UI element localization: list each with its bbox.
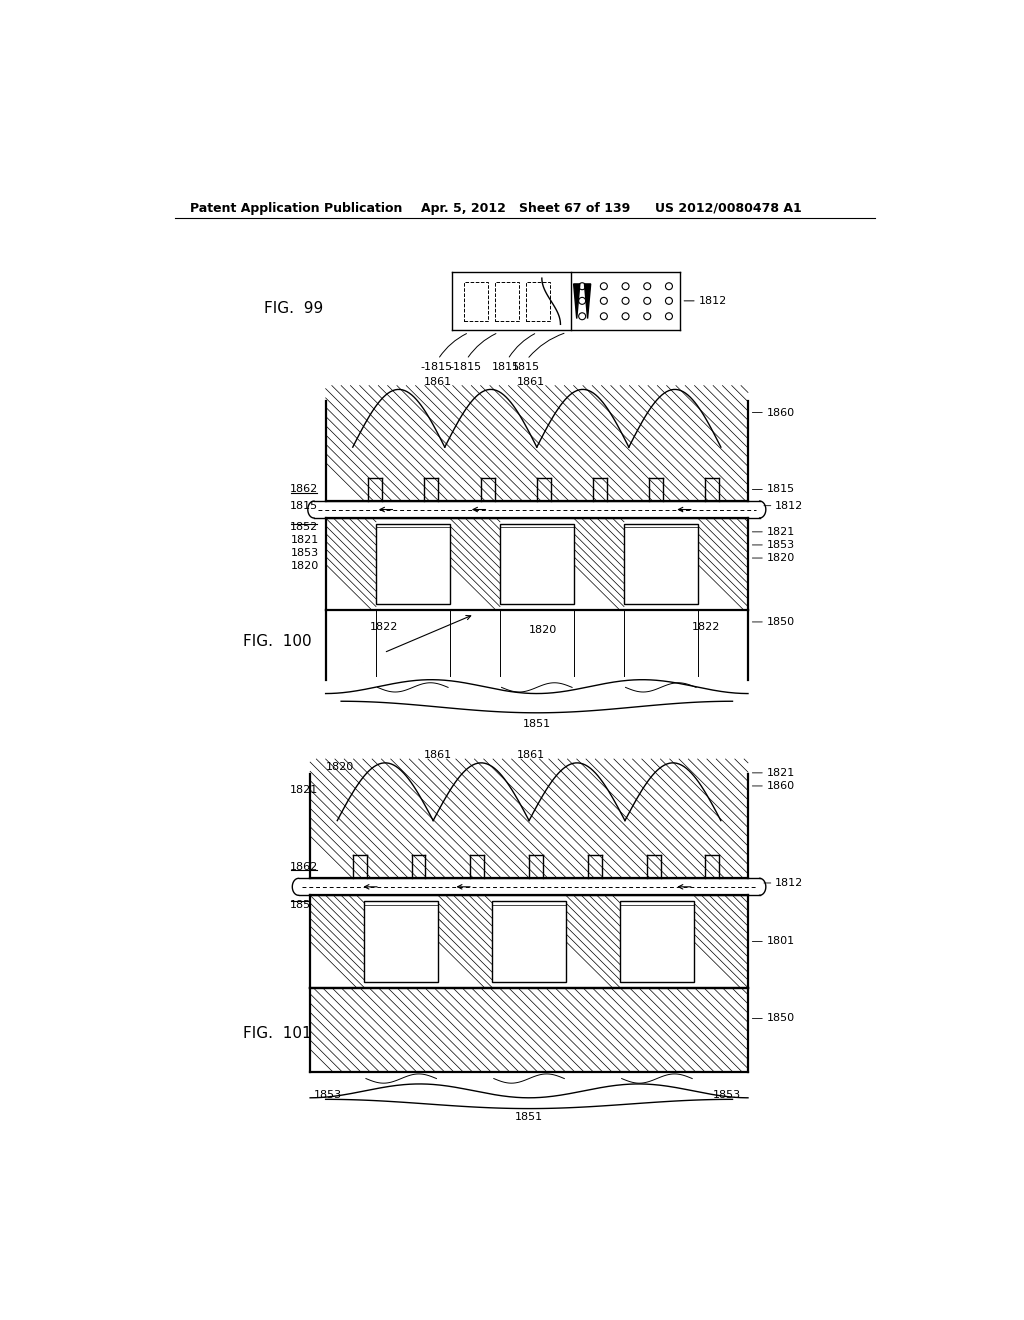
Text: 1820: 1820 <box>767 553 795 564</box>
Text: 1851: 1851 <box>522 719 551 730</box>
Text: 1850: 1850 <box>767 1014 795 1023</box>
Bar <box>438 896 493 987</box>
Text: 1853: 1853 <box>314 1090 342 1101</box>
Bar <box>310 896 365 987</box>
Text: 1821: 1821 <box>290 785 317 795</box>
Text: 1815: 1815 <box>290 500 317 511</box>
Bar <box>573 519 624 610</box>
Bar <box>621 902 693 982</box>
Text: 1821: 1821 <box>767 768 795 777</box>
Text: 1851: 1851 <box>515 1111 543 1122</box>
Text: FIG.  101: FIG. 101 <box>243 1027 311 1041</box>
Text: 1850: 1850 <box>767 616 795 627</box>
Text: 1821: 1821 <box>291 535 319 545</box>
Text: 1862: 1862 <box>290 862 317 871</box>
Text: 1860: 1860 <box>767 408 795 417</box>
Text: 1853: 1853 <box>767 540 795 550</box>
Text: 1861: 1861 <box>424 376 452 387</box>
Bar <box>365 902 438 982</box>
Text: Patent Application Publication: Patent Application Publication <box>190 202 402 215</box>
Text: -1815: -1815 <box>450 362 481 372</box>
Bar <box>311 896 748 987</box>
Text: 1801: 1801 <box>767 936 795 946</box>
Text: 1822: 1822 <box>370 622 398 632</box>
Text: 1852: 1852 <box>290 523 317 532</box>
Text: 1820: 1820 <box>291 561 319 570</box>
Text: 1815: 1815 <box>767 484 795 495</box>
Text: 1821: 1821 <box>767 527 795 537</box>
Text: 1853: 1853 <box>713 1090 741 1101</box>
Bar <box>500 524 573 605</box>
Bar <box>464 281 488 321</box>
Bar <box>493 902 566 982</box>
Bar <box>450 519 500 610</box>
Bar <box>697 519 748 610</box>
Bar <box>376 524 450 605</box>
Polygon shape <box>573 284 580 318</box>
Bar <box>624 524 697 605</box>
Text: 1852: 1852 <box>290 899 317 909</box>
Text: 1815: 1815 <box>512 362 540 372</box>
Bar <box>693 896 748 987</box>
Text: FIG.  99: FIG. 99 <box>263 301 323 315</box>
Text: 1820: 1820 <box>528 624 557 635</box>
Text: 1812: 1812 <box>775 878 804 888</box>
Text: Apr. 5, 2012   Sheet 67 of 139: Apr. 5, 2012 Sheet 67 of 139 <box>421 202 630 215</box>
Text: 1822: 1822 <box>691 622 720 632</box>
Bar <box>525 281 550 321</box>
Text: 1861: 1861 <box>517 750 545 760</box>
Text: US 2012/0080478 A1: US 2012/0080478 A1 <box>655 202 802 215</box>
Text: 1861: 1861 <box>424 750 452 760</box>
Text: 1812: 1812 <box>698 296 727 306</box>
Bar <box>327 519 748 610</box>
Text: 1853: 1853 <box>291 548 319 557</box>
Text: 1815: 1815 <box>493 362 520 372</box>
Text: 1861: 1861 <box>517 376 545 387</box>
Bar <box>495 281 519 321</box>
Polygon shape <box>585 284 591 318</box>
Bar <box>566 896 621 987</box>
Text: 1821: 1821 <box>500 912 526 921</box>
Text: 1862: 1862 <box>290 484 317 495</box>
Text: 1821: 1821 <box>532 912 559 921</box>
Text: 1812: 1812 <box>775 500 804 511</box>
Text: 1820: 1820 <box>326 762 354 772</box>
Bar <box>326 519 376 610</box>
Text: -1815: -1815 <box>421 362 453 372</box>
Text: FIG.  100: FIG. 100 <box>243 634 311 648</box>
Text: 1860: 1860 <box>767 781 795 791</box>
